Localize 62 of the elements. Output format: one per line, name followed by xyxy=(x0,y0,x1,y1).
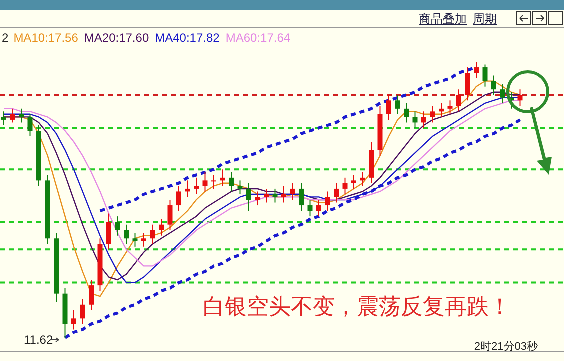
candlestick xyxy=(150,224,156,245)
candlestick xyxy=(430,106,436,124)
candlestick xyxy=(28,114,33,138)
text: 周期 xyxy=(473,12,497,26)
candlestick xyxy=(115,216,120,236)
candlestick xyxy=(264,188,269,204)
candlestick xyxy=(229,172,234,192)
candlestick xyxy=(255,191,260,206)
candlestick xyxy=(89,280,94,311)
candlestick xyxy=(290,182,296,200)
candlestick xyxy=(316,200,322,218)
candlestick xyxy=(518,89,523,107)
text: MA20:17.60 xyxy=(84,31,150,45)
candlestick xyxy=(220,169,226,187)
candlestick xyxy=(185,180,190,198)
candlestick xyxy=(159,218,164,236)
candlestick xyxy=(272,188,278,204)
candlestick xyxy=(404,102,409,124)
candlestick xyxy=(342,177,348,195)
candlestick xyxy=(176,186,182,212)
text: MA60:17.64 xyxy=(226,31,291,45)
candlestick xyxy=(238,180,243,195)
candlestick xyxy=(194,177,199,195)
candlestick xyxy=(212,174,216,190)
candlestick xyxy=(492,75,496,96)
candlestick xyxy=(456,89,462,112)
candlestick xyxy=(412,111,418,129)
candlestick xyxy=(439,102,444,118)
candlestick xyxy=(386,94,392,120)
candlestick xyxy=(80,298,86,325)
candlestick xyxy=(246,182,252,212)
candlestick xyxy=(282,186,286,204)
candlestick xyxy=(422,111,426,129)
candlestick xyxy=(202,172,208,192)
candlestick xyxy=(500,84,506,104)
candlestick xyxy=(465,67,470,102)
candlestick xyxy=(482,64,488,88)
candlestick xyxy=(352,174,356,190)
text: MA10:17.56 xyxy=(14,31,79,45)
candlestick xyxy=(142,232,146,248)
candlestick xyxy=(299,182,304,212)
candlestick xyxy=(124,224,129,245)
candlestick xyxy=(474,62,479,80)
candlestick xyxy=(19,108,24,124)
candlestick xyxy=(308,200,313,218)
candlestick xyxy=(106,213,112,250)
candlestick xyxy=(448,100,453,115)
candlestick xyxy=(334,182,339,204)
candlestick xyxy=(395,94,400,115)
text: MA40:17.82 xyxy=(155,31,220,45)
annotation: 11.62 xyxy=(24,333,54,347)
candlestick xyxy=(325,191,330,212)
text: 商品叠加 xyxy=(419,12,467,26)
candlestick xyxy=(132,232,138,248)
candlestick xyxy=(10,108,16,124)
annotation: 白银空头不变，震荡反复再跌！ xyxy=(203,294,511,319)
text: 2时21分03秒 xyxy=(474,340,538,353)
candlestick xyxy=(168,200,173,231)
candlestick xyxy=(2,111,6,126)
candlestick xyxy=(72,310,76,330)
text: 2 xyxy=(2,31,9,45)
candlestick xyxy=(360,172,366,187)
